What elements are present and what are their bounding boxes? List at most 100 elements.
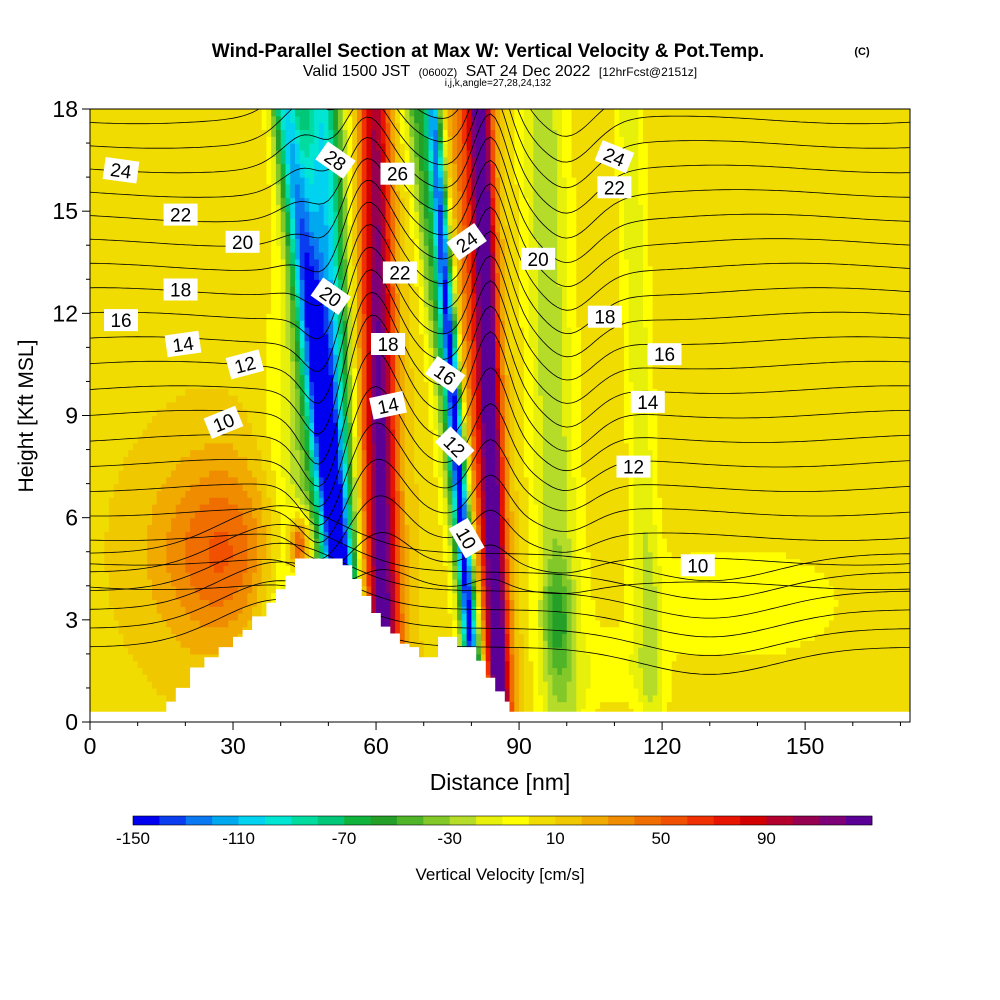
velocity-cell [90, 170, 267, 178]
velocity-cell [280, 415, 291, 423]
velocity-cell [471, 197, 477, 205]
velocity-cell [275, 565, 291, 573]
velocity-cell [485, 538, 501, 546]
velocity-cell [614, 170, 625, 178]
velocity-cell [457, 401, 463, 410]
velocity-cell [480, 592, 487, 600]
velocity-cell [342, 204, 349, 212]
velocity-cell [500, 592, 506, 600]
velocity-cell [504, 538, 511, 546]
velocity-cell [423, 224, 430, 233]
velocity-cell [662, 653, 677, 662]
velocity-cell [385, 149, 391, 158]
velocity-cell [652, 483, 658, 492]
velocity-cell [500, 129, 506, 137]
velocity-cell [528, 544, 539, 553]
velocity-cell [566, 272, 577, 280]
velocity-cell [304, 177, 310, 185]
velocity-cell [280, 265, 287, 274]
velocity-cell [566, 320, 577, 328]
velocity-cell [561, 170, 573, 178]
velocity-cell [347, 320, 353, 328]
velocity-cell [500, 388, 506, 396]
velocity-cell [356, 469, 363, 478]
velocity-cell [447, 469, 453, 478]
velocity-cell [461, 136, 468, 144]
velocity-cell [271, 572, 277, 580]
velocity-cell [366, 442, 372, 451]
velocity-cell [404, 224, 411, 233]
velocity-cell [442, 252, 449, 260]
velocity-cell [428, 245, 434, 253]
velocity-cell [309, 217, 325, 226]
velocity-cell [356, 129, 363, 137]
velocity-cell [404, 361, 411, 369]
velocity-cell [347, 299, 353, 308]
velocity-cell [252, 422, 267, 430]
velocity-cell [557, 279, 568, 287]
velocity-cell [304, 415, 310, 423]
velocity-cell [376, 429, 387, 437]
velocity-cell [428, 217, 434, 226]
velocity-cell [519, 667, 525, 675]
velocity-cell [438, 252, 444, 260]
velocity-cell [500, 333, 506, 342]
velocity-cell [500, 531, 506, 539]
velocity-cell [647, 245, 910, 253]
velocity-cell [566, 217, 577, 226]
velocity-cell [500, 572, 506, 580]
velocity-cell [366, 531, 372, 539]
velocity-cell [290, 177, 306, 185]
velocity-cell [476, 442, 482, 451]
velocity-cell [442, 211, 449, 219]
velocity-cell [447, 572, 453, 580]
velocity-cell [271, 272, 282, 280]
velocity-cell [509, 647, 515, 655]
velocity-cell [561, 156, 573, 165]
velocity-cell [452, 497, 458, 505]
velocity-cell [347, 531, 353, 539]
velocity-cell [628, 504, 635, 512]
velocity-cell [352, 211, 358, 219]
velocity-cell [528, 538, 539, 546]
velocity-cell [504, 252, 511, 260]
velocity-cell [356, 238, 363, 246]
velocity-cell [290, 551, 296, 560]
velocity-cell [304, 538, 310, 546]
velocity-cell [576, 224, 620, 233]
velocity-cell [333, 374, 339, 383]
velocity-cell [571, 558, 582, 566]
velocity-cell [280, 129, 287, 137]
velocity-cell [309, 544, 315, 553]
velocity-cell [285, 272, 291, 280]
velocity-cell [461, 476, 468, 485]
velocity-cell [433, 258, 439, 267]
velocity-cell [576, 647, 587, 655]
velocity-cell [490, 163, 496, 171]
velocity-cell [490, 204, 496, 212]
velocity-cell [628, 544, 635, 553]
velocity-cell [461, 613, 468, 621]
velocity-cell [652, 374, 910, 383]
velocity-cell [118, 469, 172, 478]
velocity-cell [643, 245, 649, 253]
velocity-cell [576, 490, 587, 498]
velocity-cell [290, 429, 296, 437]
velocity-cell [428, 231, 434, 240]
velocity-cell [395, 292, 401, 301]
velocity-cell [500, 504, 506, 512]
velocity-cell [314, 551, 320, 560]
velocity-cell [557, 136, 563, 144]
velocity-cell [623, 565, 635, 573]
velocity-cell [385, 231, 391, 240]
velocity-cell [390, 585, 396, 594]
velocity-cell [485, 524, 501, 532]
velocity-cell [466, 469, 472, 478]
velocity-cell [399, 286, 411, 294]
velocity-cell [647, 538, 658, 546]
velocity-cell [337, 224, 344, 233]
velocity-cell [466, 333, 472, 342]
velocity-cell [90, 674, 148, 682]
velocity-cell [447, 592, 453, 600]
velocity-cell [447, 183, 453, 192]
